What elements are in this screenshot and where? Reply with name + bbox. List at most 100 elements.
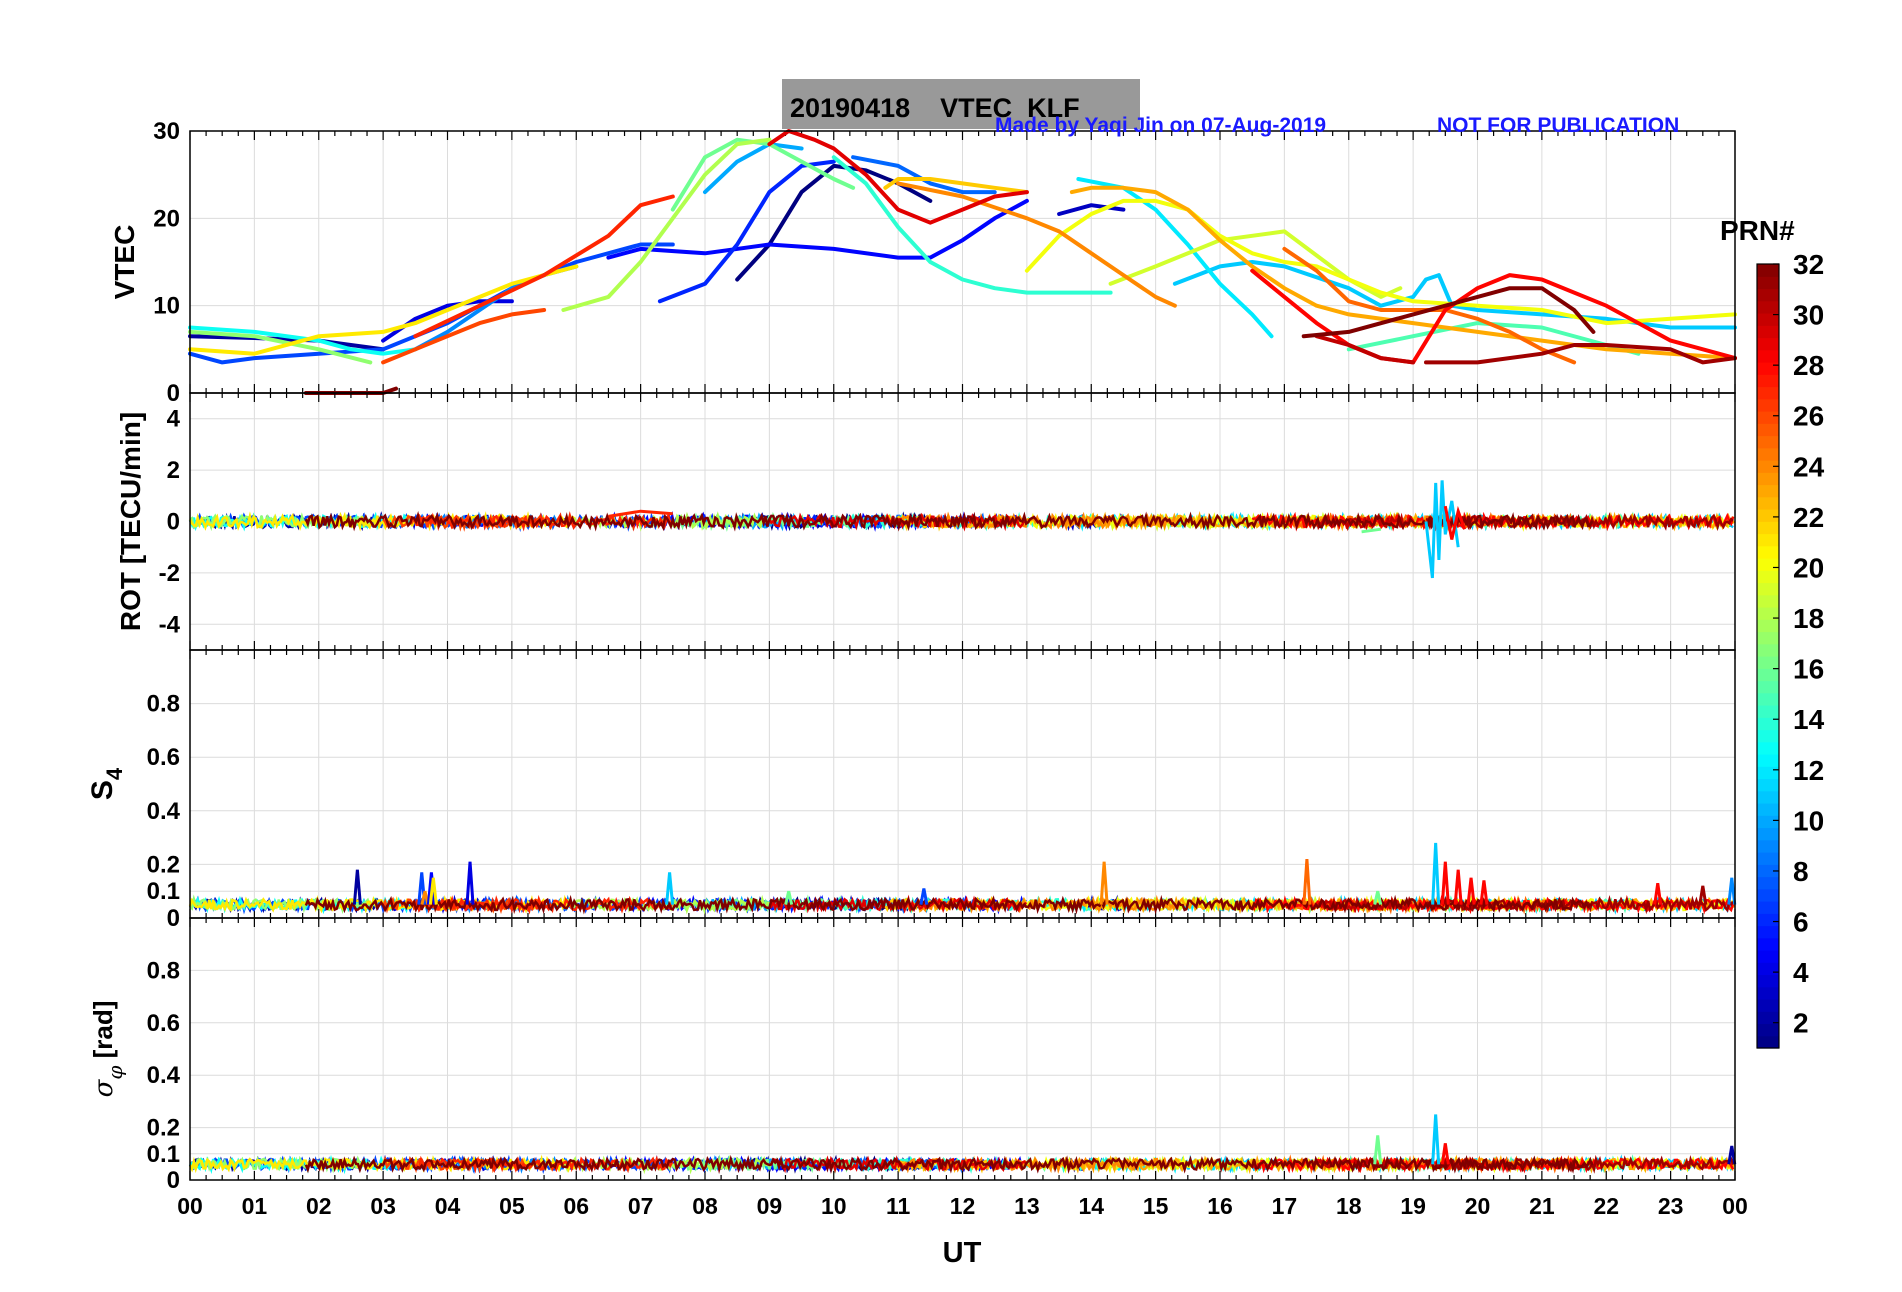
s4-spike-prn-31	[1698, 885, 1708, 905]
credit-text: Made by Yaqi Jin on 07-Aug-2019	[995, 114, 1326, 137]
sigma_phi-series-prn-31	[1424, 1154, 1735, 1174]
colorbar-tick-label: 16	[1793, 654, 1824, 685]
x-tick-label: 23	[1658, 1193, 1684, 1219]
colorbar-tick-label: 28	[1793, 350, 1824, 381]
colorbar-tick-label: 6	[1793, 907, 1809, 938]
colorbar-step	[1757, 398, 1779, 412]
colorbar-step	[1757, 668, 1779, 682]
sigma_phi-series-prn-32	[304, 1154, 1594, 1175]
colorbar-step	[1757, 288, 1779, 302]
publication-notice: NOT FOR PUBLICATION	[1437, 114, 1679, 137]
y-axis-label: S4	[86, 767, 127, 800]
colorbar-step	[1757, 888, 1779, 902]
colorbar-step	[1757, 913, 1779, 927]
s4-spike-prn-16	[1373, 890, 1383, 905]
sigma_phi-spike-prn-2	[1727, 1145, 1737, 1165]
y-tick-label: 0	[167, 1167, 180, 1194]
data-vtec	[188, 129, 1737, 395]
sigma_phi-spike-prn-16	[1373, 1135, 1383, 1165]
y-tick-label: 0	[167, 905, 180, 932]
x-tick-label: 07	[628, 1193, 654, 1219]
x-tick-label: 01	[242, 1193, 268, 1219]
data-sigma_phi	[188, 1114, 1737, 1175]
colorbar-step	[1757, 300, 1779, 314]
colorbar-step	[1757, 839, 1779, 853]
colorbar-step	[1757, 852, 1779, 865]
s4-spike-prn-28	[1453, 869, 1463, 905]
colorbar-step	[1757, 876, 1779, 890]
x-tick-label: 15	[1143, 1193, 1169, 1219]
sigma_phi-spike-prn-11	[1431, 1114, 1441, 1165]
panel-vtec: 0 10 20 30 VTEC	[109, 118, 1737, 407]
colorbar-step	[1757, 705, 1779, 718]
panel-rot: -4 -2 0 2 4 ROT [TECU/min]	[115, 392, 1736, 651]
colorbar-tick-label: 20	[1793, 552, 1824, 583]
colorbar-step	[1757, 692, 1779, 706]
y-tick-label: 0.8	[147, 691, 180, 718]
colorbar-step	[1757, 607, 1779, 620]
vtec-series-prn-5	[606, 198, 1029, 260]
colorbar-step	[1757, 313, 1779, 326]
colorbar-step	[1757, 594, 1779, 608]
axes-box	[189, 917, 1736, 1181]
s4-spike-prn-16	[784, 890, 794, 905]
x-tick-label: 20	[1465, 1193, 1491, 1219]
rot-excursion-prn-28	[1443, 505, 1467, 540]
colorbar-tick-label: 8	[1793, 856, 1809, 887]
x-tick-label: 00	[177, 1193, 203, 1219]
colorbar-step	[1757, 521, 1779, 535]
x-tick-label: 17	[1272, 1193, 1298, 1219]
s4-spike-prn-24	[420, 890, 430, 905]
colorbar-step	[1757, 558, 1779, 571]
colorbar-step	[1757, 435, 1779, 449]
s4-spike-prn-5	[426, 872, 436, 905]
colorbar-tick-label: 2	[1793, 1008, 1809, 1039]
colorbar-step	[1757, 411, 1779, 424]
s4-spike-prn-2	[352, 869, 362, 905]
y-tick-label: 20	[153, 205, 180, 232]
x-tick-label: 22	[1593, 1193, 1619, 1219]
colorbar-step	[1757, 460, 1779, 473]
x-tick-label: 21	[1529, 1193, 1555, 1219]
x-tick-label: 11	[886, 1193, 911, 1219]
colorbar-step	[1757, 447, 1779, 461]
y-tick-label: 4	[167, 406, 181, 433]
colorbar-label: PRN#	[1720, 215, 1795, 246]
colorbar-tick-label: 32	[1793, 249, 1824, 280]
x-tick-label: 10	[821, 1193, 847, 1219]
colorbar-step	[1757, 337, 1779, 351]
s4-spike-prn-7	[919, 888, 929, 905]
s4-series-prn-31	[1424, 894, 1735, 915]
colorbar-tick-label: 26	[1793, 401, 1824, 432]
s4-spike-prn-28	[1440, 861, 1450, 905]
x-tick-label: 19	[1400, 1193, 1426, 1219]
x-tick-label: 08	[692, 1193, 718, 1219]
y-tick-label: 2	[167, 457, 180, 484]
vtec-series-prn-30	[1314, 334, 1416, 365]
x-tick-label: 14	[1078, 1193, 1104, 1219]
y-tick-label: 0.4	[147, 1062, 181, 1089]
colorbar-step	[1757, 619, 1779, 633]
colorbar-step	[1757, 545, 1779, 559]
s4-spike-prn-28	[1479, 880, 1489, 905]
vtec-series-prn-20	[1024, 198, 1737, 326]
colorbar-step	[1757, 925, 1779, 939]
vtec-series-prn-14	[831, 155, 1113, 295]
colorbar-step	[1757, 790, 1779, 804]
colorbar-step	[1757, 729, 1779, 743]
vtec-series-prn-3	[1057, 203, 1126, 216]
colorbar-step	[1757, 827, 1779, 841]
colorbar-tick-label: 4	[1793, 957, 1809, 988]
y-tick-label: 0.6	[147, 1010, 180, 1037]
colorbar-step	[1757, 754, 1779, 767]
vtec-series-prn-21	[188, 264, 579, 356]
colorbar-step	[1757, 766, 1779, 780]
colorbar-step	[1757, 974, 1779, 988]
colorbar-step	[1757, 349, 1779, 363]
colorbar-tick-label: 18	[1793, 603, 1824, 634]
s4-series-prn-32	[304, 894, 1593, 915]
sigma_phi-series-prn-27	[414, 1155, 674, 1174]
colorbar-step	[1757, 901, 1779, 914]
